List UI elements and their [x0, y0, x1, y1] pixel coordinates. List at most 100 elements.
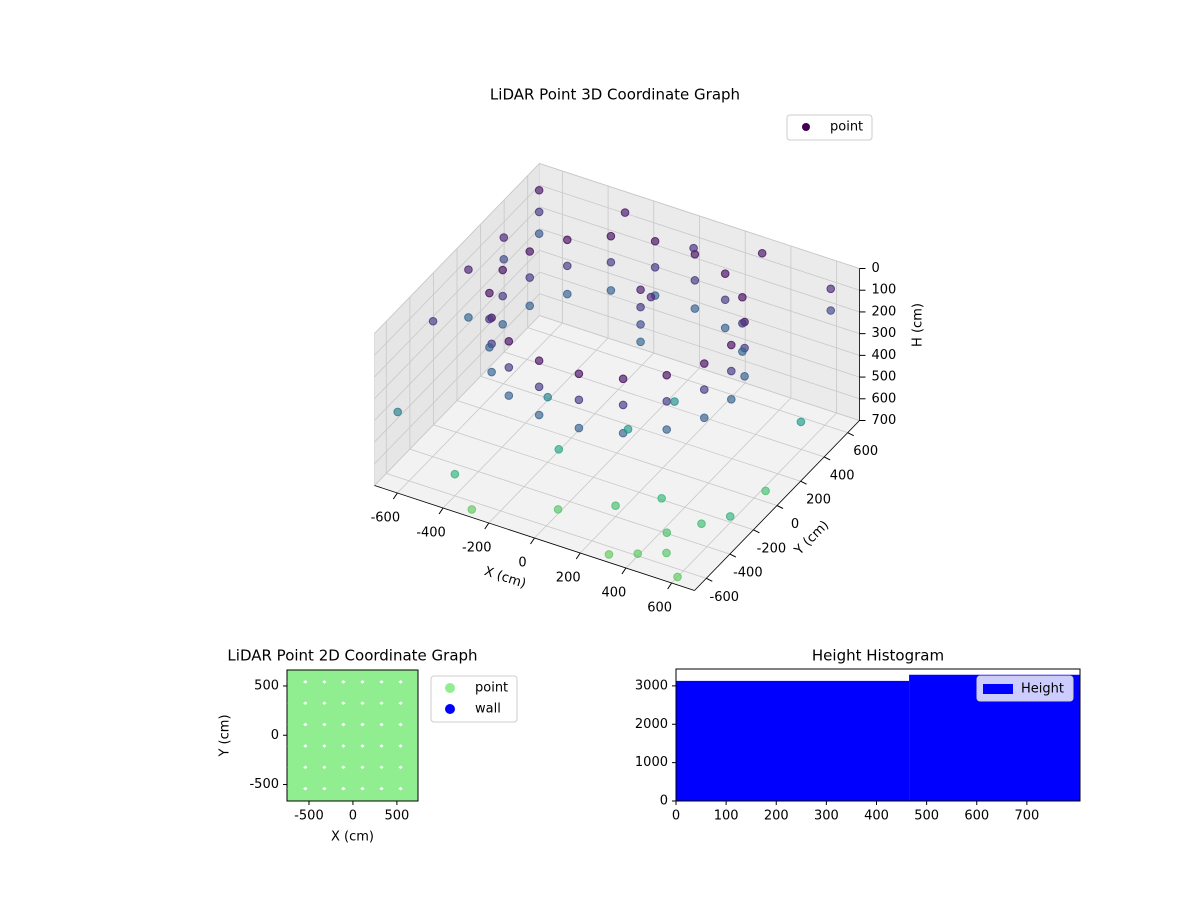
point	[574, 423, 584, 433]
point	[757, 248, 767, 258]
plot-area	[287, 670, 418, 801]
point	[657, 494, 666, 503]
point	[720, 269, 730, 278]
plot-3d: LiDAR Point 3D Coordinate Graph-600-400-…	[371, 86, 926, 616]
y-tick-label: 400	[830, 468, 855, 483]
point	[689, 243, 698, 253]
grid-line	[409, 448, 730, 555]
grid-line	[374, 228, 540, 399]
point	[553, 505, 563, 514]
point	[690, 304, 700, 313]
point	[339, 764, 366, 791]
y-tick	[753, 529, 760, 534]
z-tick-label: 0	[872, 261, 880, 276]
x-axis-label: X (cm)	[331, 830, 374, 845]
point	[287, 743, 309, 770]
x-tick	[575, 552, 581, 560]
x-tick-label: 100	[714, 809, 739, 824]
point	[606, 257, 616, 267]
legend-label: Height	[1021, 682, 1064, 697]
point	[301, 743, 328, 770]
point	[611, 501, 620, 511]
z-tick-label: 500	[872, 370, 897, 385]
point	[618, 400, 628, 410]
x-tick-label: 0	[349, 809, 357, 824]
point	[499, 254, 509, 264]
legend-box	[430, 675, 518, 723]
y-tick	[823, 456, 831, 461]
point	[620, 208, 630, 217]
point	[464, 313, 473, 322]
legend-label: wall	[475, 702, 501, 717]
y-tick-label: -200	[757, 541, 787, 556]
y-tick-label: -600	[710, 590, 740, 605]
x-tick-label: 0	[672, 809, 680, 824]
chart-title: LiDAR Point 3D Coordinate Graph	[490, 86, 740, 104]
point	[467, 505, 477, 514]
point	[504, 337, 514, 346]
point	[699, 359, 709, 368]
point	[485, 288, 494, 298]
point	[554, 445, 564, 454]
point	[562, 261, 572, 271]
plot-2d: LiDAR Point 2D Coordinate Graph point wall…	[218, 647, 518, 845]
point	[301, 679, 328, 706]
x-tick-label: 200	[764, 809, 789, 824]
point	[636, 337, 645, 347]
y-tick	[800, 480, 807, 485]
point	[646, 292, 656, 302]
x-tick-label: 300	[814, 809, 839, 824]
point	[826, 306, 836, 315]
x-tick-label: 600	[964, 809, 989, 824]
point	[738, 292, 747, 302]
point	[378, 722, 405, 749]
point	[359, 764, 386, 791]
point	[287, 722, 309, 749]
x-tick-label: 400	[602, 586, 627, 601]
y-axis-label: Y (cm)	[218, 714, 233, 757]
legend-label: point	[475, 681, 508, 696]
point	[378, 700, 405, 727]
grid-line	[539, 184, 860, 291]
point	[738, 347, 747, 356]
z-tick-label: 700	[872, 413, 897, 428]
point	[726, 340, 736, 350]
point	[633, 549, 643, 558]
point	[359, 679, 386, 706]
legend-marker	[445, 704, 455, 714]
point	[428, 316, 438, 326]
point	[534, 229, 544, 238]
y-tick-label: 0	[660, 794, 668, 809]
point	[534, 356, 544, 366]
y-tick-label: 0	[791, 517, 799, 532]
y-tick-label: 3000	[635, 678, 668, 693]
y-tick-label: 600	[853, 444, 878, 459]
point	[339, 700, 366, 727]
grid-line	[374, 184, 540, 356]
point	[320, 722, 347, 749]
point	[562, 235, 572, 245]
point	[525, 247, 535, 256]
point	[359, 700, 386, 727]
x-tick-label: -200	[462, 541, 492, 556]
point	[670, 397, 679, 406]
grid-line	[539, 206, 860, 313]
y-tick-label: 1000	[635, 755, 668, 770]
point	[378, 764, 405, 791]
point	[359, 743, 386, 770]
z-tick-label: 200	[872, 304, 897, 319]
grid-line	[456, 400, 778, 506]
x-tick-label: 200	[556, 571, 581, 586]
point	[359, 722, 386, 749]
x-tick	[392, 492, 398, 500]
grid-line	[539, 315, 860, 421]
point	[636, 302, 645, 312]
point	[726, 366, 736, 376]
point	[690, 276, 700, 285]
z-tick-label: 300	[872, 326, 897, 341]
point	[397, 700, 418, 727]
x-tick	[530, 537, 535, 545]
grid-line	[374, 206, 540, 378]
x-tick	[484, 522, 490, 530]
grid-line	[374, 163, 540, 334]
